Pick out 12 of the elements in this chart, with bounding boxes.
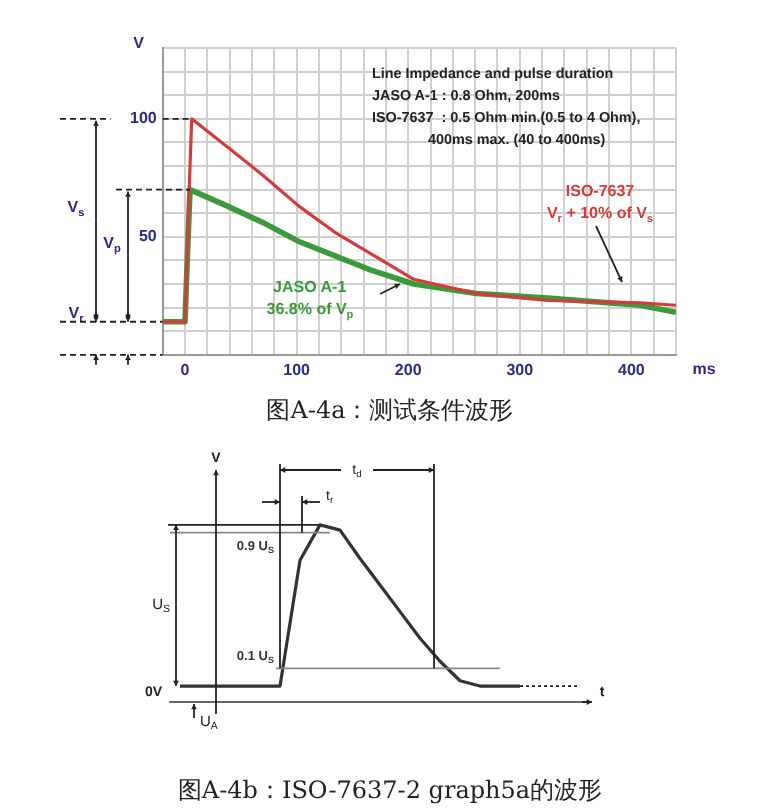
y-tick-label: 50: [138, 227, 158, 246]
y-axis-title: V: [133, 34, 146, 53]
x-axis-title: ms: [692, 360, 717, 379]
x-tick-label: 100: [283, 360, 312, 379]
annotation: JASO A-1: [273, 278, 348, 297]
text: 图A-4a：测试条件波形: [264, 394, 516, 428]
text: 图A-4b：ISO-7637-2 graph5a的波形: [175, 774, 605, 808]
x-tick-label: 300: [506, 360, 535, 379]
annotation: ISO-7637: [565, 182, 636, 201]
x-tick-label: 200: [394, 360, 423, 379]
x-tick-label: 0: [180, 360, 191, 379]
x-tick-label: 400: [618, 360, 646, 379]
